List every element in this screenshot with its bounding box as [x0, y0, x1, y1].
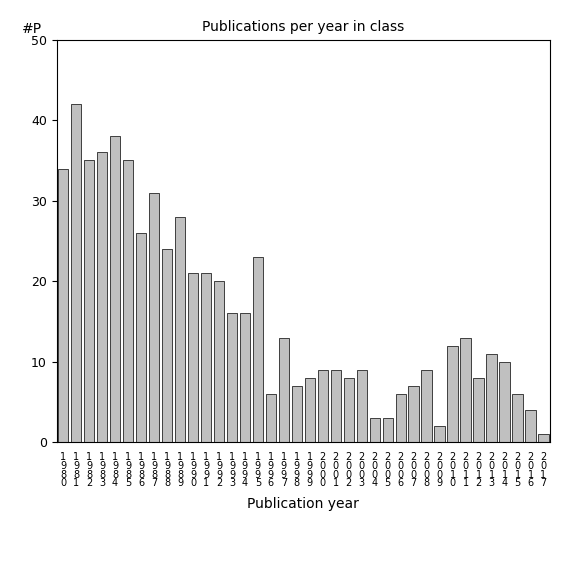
Bar: [214, 281, 224, 442]
Bar: [538, 434, 549, 442]
Bar: [175, 217, 185, 442]
Bar: [473, 378, 484, 442]
Bar: [71, 104, 82, 442]
X-axis label: Publication year: Publication year: [247, 497, 359, 511]
Bar: [357, 370, 367, 442]
Bar: [58, 168, 69, 442]
Bar: [447, 346, 458, 442]
Bar: [201, 273, 211, 442]
Bar: [513, 394, 523, 442]
Text: #P: #P: [22, 22, 43, 36]
Bar: [97, 153, 107, 442]
Bar: [525, 410, 536, 442]
Bar: [84, 160, 94, 442]
Bar: [240, 314, 250, 442]
Bar: [460, 337, 471, 442]
Bar: [278, 337, 289, 442]
Bar: [344, 378, 354, 442]
Bar: [253, 257, 263, 442]
Bar: [227, 314, 237, 442]
Bar: [383, 418, 393, 442]
Bar: [123, 160, 133, 442]
Bar: [486, 354, 497, 442]
Bar: [408, 386, 419, 442]
Bar: [318, 370, 328, 442]
Bar: [396, 394, 406, 442]
Bar: [434, 426, 445, 442]
Bar: [149, 193, 159, 442]
Bar: [136, 233, 146, 442]
Bar: [188, 273, 198, 442]
Bar: [304, 378, 315, 442]
Bar: [331, 370, 341, 442]
Bar: [370, 418, 380, 442]
Bar: [500, 362, 510, 442]
Title: Publications per year in class: Publications per year in class: [202, 20, 404, 35]
Bar: [110, 136, 120, 442]
Bar: [291, 386, 302, 442]
Bar: [266, 394, 276, 442]
Bar: [162, 249, 172, 442]
Bar: [421, 370, 432, 442]
